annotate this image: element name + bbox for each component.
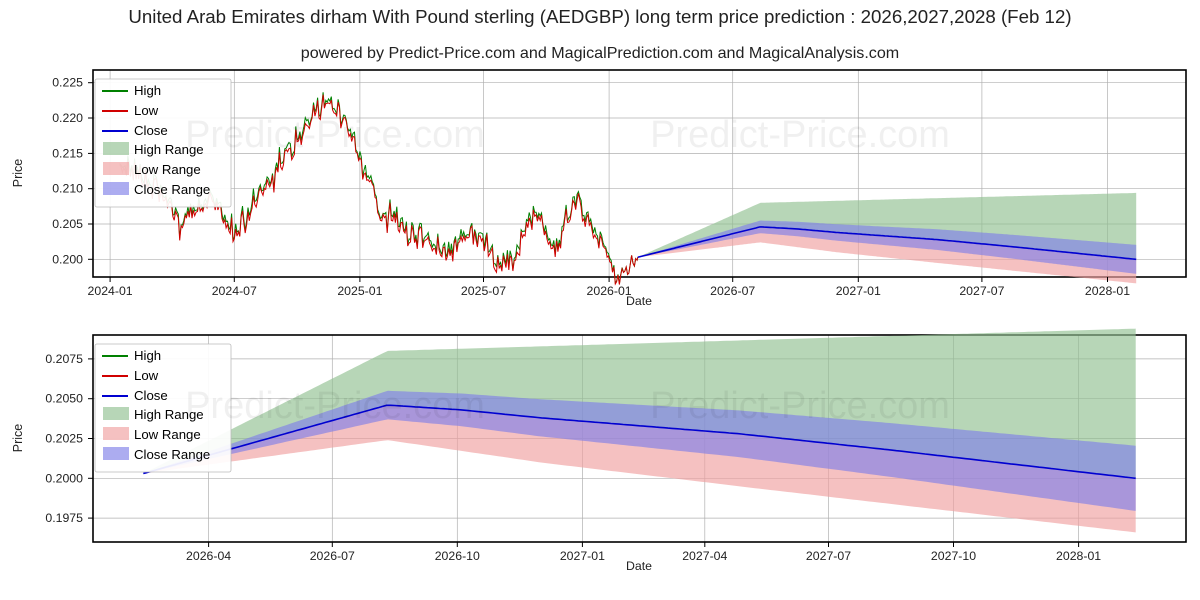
svg-text:2025-07: 2025-07: [461, 284, 506, 298]
svg-text:0.2050: 0.2050: [45, 392, 83, 406]
svg-text:0.210: 0.210: [52, 182, 83, 196]
svg-text:2027-01: 2027-01: [560, 549, 605, 563]
svg-text:2028-01: 2028-01: [1056, 549, 1101, 563]
svg-text:Close: Close: [134, 123, 168, 138]
svg-text:0.205: 0.205: [52, 217, 83, 231]
svg-text:2028-01: 2028-01: [1085, 284, 1130, 298]
svg-text:Close Range: Close Range: [134, 182, 210, 197]
svg-text:Low: Low: [134, 368, 159, 383]
svg-text:2027-01: 2027-01: [836, 284, 881, 298]
svg-text:Predict-Price.com: Predict-Price.com: [650, 385, 950, 427]
svg-text:0.220: 0.220: [52, 111, 83, 125]
svg-text:Date: Date: [626, 294, 652, 308]
svg-text:0.225: 0.225: [52, 76, 83, 90]
svg-text:2024-01: 2024-01: [88, 284, 133, 298]
svg-text:Low Range: Low Range: [134, 162, 201, 177]
svg-text:2027-04: 2027-04: [682, 549, 727, 563]
svg-text:2027-10: 2027-10: [931, 549, 976, 563]
svg-text:2026-04: 2026-04: [186, 549, 231, 563]
svg-text:Date: Date: [626, 559, 652, 573]
svg-text:High: High: [134, 83, 161, 98]
svg-text:Low Range: Low Range: [134, 427, 201, 442]
svg-text:2025-01: 2025-01: [337, 284, 382, 298]
svg-text:High: High: [134, 348, 161, 363]
svg-text:0.2025: 0.2025: [45, 432, 83, 446]
svg-text:Price: Price: [11, 159, 25, 188]
svg-text:0.2000: 0.2000: [45, 471, 83, 485]
svg-text:2026-07: 2026-07: [710, 284, 755, 298]
svg-text:0.2075: 0.2075: [45, 352, 83, 366]
svg-text:Price: Price: [11, 424, 25, 453]
svg-text:Low: Low: [134, 103, 159, 118]
svg-text:2027-07: 2027-07: [806, 549, 851, 563]
svg-text:Predict-Price.com: Predict-Price.com: [185, 385, 485, 427]
svg-text:Predict-Price.com: Predict-Price.com: [185, 114, 485, 156]
svg-text:0.1975: 0.1975: [45, 511, 83, 525]
svg-text:0.200: 0.200: [52, 252, 83, 266]
svg-text:Predict-Price.com: Predict-Price.com: [650, 114, 950, 156]
svg-text:Close Range: Close Range: [134, 447, 210, 462]
svg-text:Close: Close: [134, 388, 168, 403]
svg-text:0.215: 0.215: [52, 146, 83, 160]
svg-text:2026-10: 2026-10: [435, 549, 480, 563]
svg-text:2026-07: 2026-07: [310, 549, 355, 563]
svg-text:2024-07: 2024-07: [212, 284, 257, 298]
svg-text:2027-07: 2027-07: [959, 284, 1004, 298]
